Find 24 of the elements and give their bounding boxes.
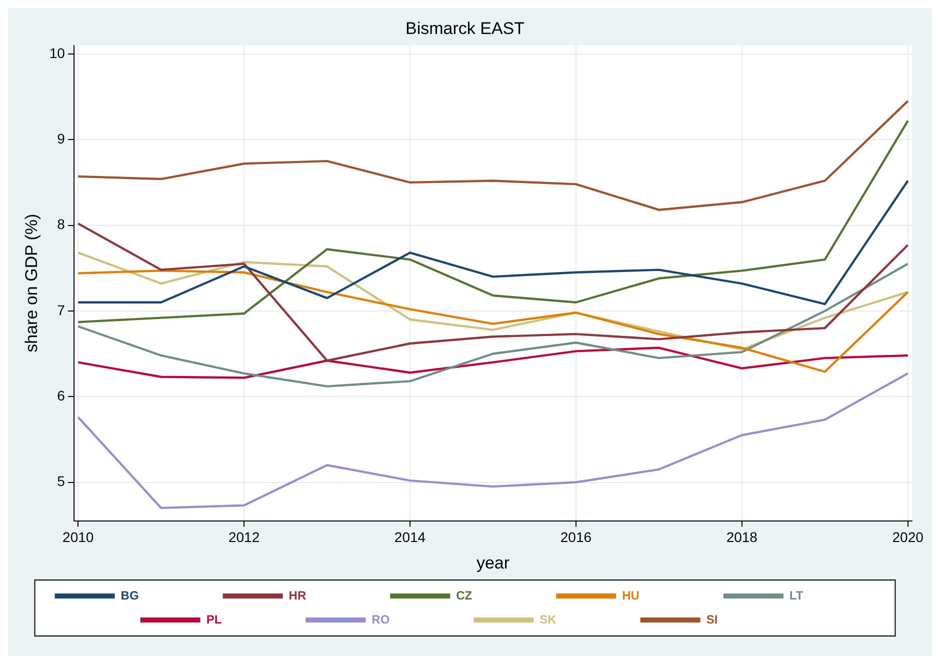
y-tick-label: 8 [57, 216, 66, 232]
x-tick-label: 2012 [228, 529, 260, 546]
legend-label: HU [622, 588, 712, 602]
x-axis-title: year [476, 553, 510, 572]
y-axis-title: share on GDP (%) [22, 214, 41, 352]
x-tick-label: 2016 [560, 529, 592, 546]
text: HR [288, 588, 378, 602]
x-tick-label: 2010 [62, 529, 94, 546]
y-tick-label: 10 [49, 44, 66, 61]
legend-label: RO [372, 612, 462, 626]
x-tick-label: 2014 [394, 529, 426, 546]
y-tick-label: 9 [57, 130, 66, 146]
legend-label: PL [206, 612, 294, 626]
legend-label: BG [120, 588, 211, 602]
x-tick-label: 2020 [892, 529, 924, 546]
y-tick-label: 7 [57, 302, 66, 318]
x-tick-label: 2018 [726, 529, 758, 546]
legend-label: SK [540, 612, 628, 626]
y-tick-label: 5 [57, 473, 66, 490]
chart-title: Bismarck EAST [405, 18, 525, 38]
y-tick-label: 6 [57, 387, 66, 404]
legend-label: LT [789, 588, 876, 602]
legend-label: CZ [456, 588, 544, 602]
legend-label: SI [706, 612, 790, 626]
